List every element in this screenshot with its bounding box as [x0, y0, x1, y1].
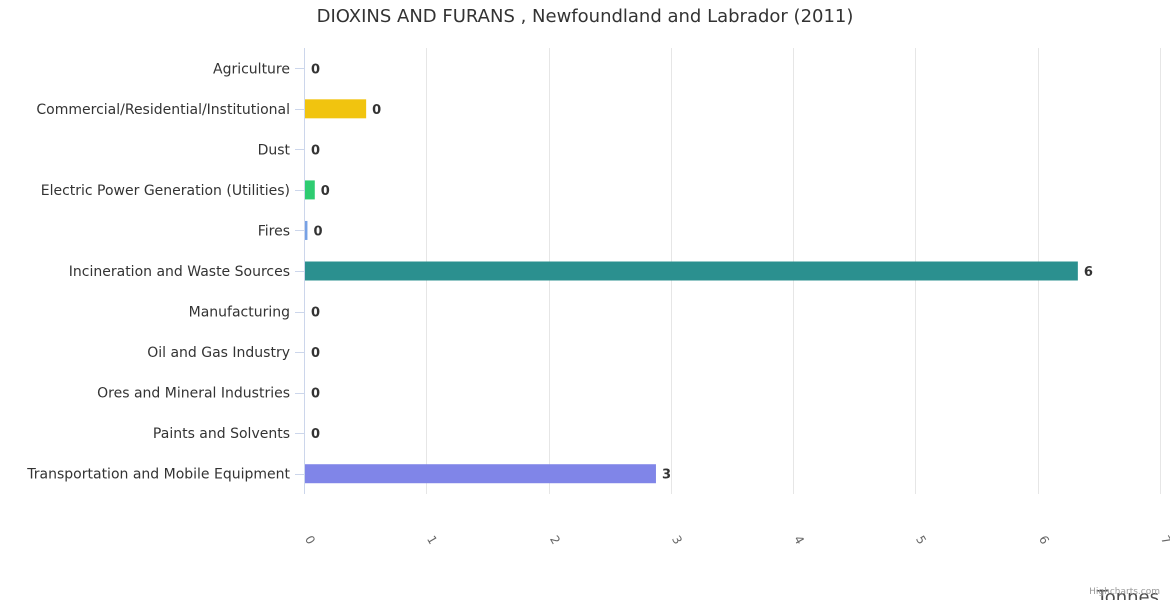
category-label: Oil and Gas Industry	[147, 345, 290, 361]
bar-series	[305, 99, 1078, 484]
category-label: Dust	[258, 142, 291, 158]
category-label: Fires	[258, 223, 290, 239]
data-label: 0	[311, 62, 320, 77]
value-axis-title: Tonnes	[1096, 587, 1159, 600]
bar[interactable]	[305, 261, 1078, 281]
bar[interactable]	[305, 220, 308, 240]
category-label: Agriculture	[213, 61, 290, 77]
bar[interactable]	[305, 99, 367, 119]
data-label: 0	[321, 184, 330, 199]
bar[interactable]	[305, 180, 315, 200]
tick-label: 6	[1036, 533, 1052, 547]
category-label: Ores and Mineral Industries	[97, 386, 290, 402]
data-label: 0	[313, 224, 322, 239]
tick-label: 0	[302, 533, 318, 547]
tick-label: 5	[913, 533, 929, 547]
data-label: 0	[311, 387, 320, 402]
data-label: 6	[1084, 265, 1093, 280]
tick-label: 2	[547, 533, 563, 547]
data-label: 0	[372, 103, 381, 118]
data-label: 0	[311, 427, 320, 442]
bar[interactable]	[305, 464, 656, 484]
data-label: 0	[311, 306, 320, 321]
category-label: Manufacturing	[189, 305, 290, 321]
data-label: 3	[662, 468, 671, 483]
value-axis-ticks: 0 1 2 3 4 5 6 7	[302, 533, 1170, 547]
tick-label: 7	[1158, 533, 1170, 547]
data-labels: 0 0 0 0 0 6 0 0 0 0 3	[311, 62, 1093, 482]
tick-label: 1	[424, 533, 440, 547]
credits-link[interactable]: Highcharts.com	[1089, 587, 1160, 597]
category-label: Commercial/Residential/Institutional	[36, 102, 290, 118]
category-labels: Agriculture Commercial/Residential/Instit…	[26, 61, 304, 483]
data-label: 0	[311, 346, 320, 361]
data-label: 0	[311, 143, 320, 158]
category-label: Electric Power Generation (Utilities)	[41, 183, 290, 199]
category-label: Paints and Solvents	[153, 426, 290, 442]
chart-title: DIOXINS AND FURANS , Newfoundland and La…	[316, 6, 854, 27]
category-label: Transportation and Mobile Equipment	[26, 467, 290, 483]
tick-label: 4	[791, 533, 807, 547]
category-label: Incineration and Waste Sources	[69, 264, 290, 280]
tick-label: 3	[669, 533, 685, 547]
